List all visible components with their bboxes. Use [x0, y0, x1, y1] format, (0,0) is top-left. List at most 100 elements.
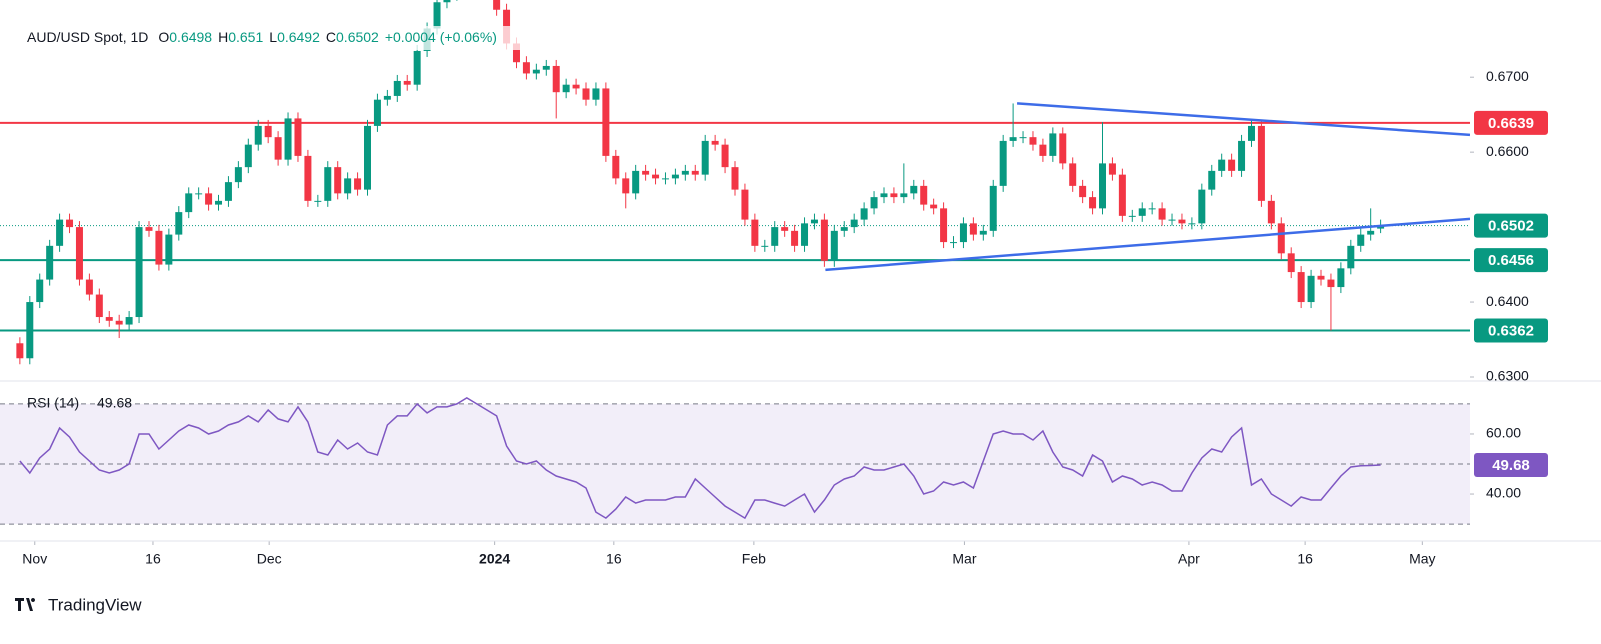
candle-body: [1039, 144, 1047, 156]
candle-body: [304, 155, 312, 201]
last-price-label: 0.6502: [1488, 218, 1534, 235]
rsi-tick-label: 40.00: [1486, 485, 1521, 501]
candle-body: [969, 223, 977, 235]
candle-body: [1347, 245, 1355, 269]
candle-body: [26, 302, 34, 359]
candle-body: [1019, 137, 1027, 139]
candle-body: [1069, 163, 1077, 186]
level-label-box: [1474, 318, 1548, 343]
candle-body: [721, 144, 729, 168]
level-label: 0.6639: [1488, 115, 1534, 132]
candle-body: [1049, 133, 1057, 156]
candle-body: [1228, 159, 1236, 171]
candle-body: [1307, 275, 1315, 303]
candle-body: [284, 118, 292, 160]
candle-body: [125, 317, 133, 325]
x-tick-label: Dec: [257, 551, 282, 567]
candle-body: [532, 69, 540, 74]
candle-body: [373, 99, 381, 126]
candle-body: [1238, 140, 1246, 171]
candle-body: [542, 65, 550, 70]
candle-body: [413, 50, 421, 85]
trendline: [825, 217, 1470, 272]
candle-body: [850, 219, 858, 228]
y-tick-label: 0.6400: [1486, 293, 1529, 309]
candle-body: [989, 185, 997, 231]
candle-body: [1029, 137, 1037, 145]
level-label-box: [1474, 110, 1548, 135]
candle-body: [791, 230, 799, 246]
candle-body: [622, 178, 630, 194]
candle-body: [751, 219, 759, 246]
candle-body: [443, 0, 451, 3]
rsi-last-label: 49.68: [1492, 457, 1530, 474]
candle-body: [16, 343, 24, 359]
candle-body: [632, 170, 640, 194]
candle-body: [1148, 208, 1156, 210]
x-tick-label: Nov: [22, 551, 47, 567]
candle-body: [254, 125, 262, 145]
legend-value: 0.6502: [336, 29, 379, 45]
candle-body: [244, 144, 252, 168]
candle-body: [115, 320, 123, 325]
candle-body: [582, 88, 590, 100]
candle-body: [1108, 163, 1116, 175]
candle-body: [900, 193, 908, 198]
x-tick-label: Feb: [742, 551, 766, 567]
candle-body: [36, 279, 44, 303]
x-tick-label: 16: [145, 551, 161, 567]
brand-name: TradingView: [48, 595, 142, 614]
candle-body: [572, 84, 580, 89]
candle-body: [135, 227, 143, 318]
candle-body: [661, 178, 669, 180]
symbol: AUD/USD Spot, 1D: [27, 29, 148, 45]
candle-body: [830, 230, 838, 261]
candle-body: [1208, 170, 1216, 190]
candle-body: [215, 200, 223, 205]
candle-body: [95, 294, 103, 318]
candle-body: [1099, 163, 1106, 209]
candle-body: [224, 182, 232, 201]
candle-body: [1079, 185, 1087, 198]
candle-body: [731, 167, 739, 190]
candle-body: [979, 230, 987, 235]
candle-body: [1089, 197, 1097, 209]
candle-body: [771, 227, 779, 246]
candle-body: [1357, 234, 1365, 246]
candle-body: [383, 95, 391, 100]
candle-body: [1337, 268, 1345, 288]
candle-body: [1118, 174, 1126, 216]
candle-body: [920, 185, 928, 205]
candle-body: [890, 193, 898, 198]
candle-body: [602, 88, 610, 156]
candle-body: [364, 125, 371, 190]
candle-body: [1168, 219, 1176, 221]
candle-body: [165, 234, 173, 265]
candle-body: [234, 167, 242, 183]
candle-body: [801, 223, 809, 246]
y-tick-label: 0.6300: [1486, 368, 1529, 384]
candle-body: [1188, 223, 1196, 225]
legend-key: L: [269, 29, 277, 45]
candle-body: [592, 88, 600, 100]
candle-body: [1277, 223, 1285, 254]
candle-body: [105, 317, 113, 321]
candle-body: [1297, 272, 1305, 303]
rsi-line: [19, 397, 1381, 520]
candle-body: [1287, 253, 1295, 273]
candle-body: [1247, 125, 1255, 141]
candle-body: [950, 242, 958, 244]
y-tick-label: 0.6700: [1486, 68, 1529, 84]
candle-body: [1059, 133, 1067, 164]
x-tick-label: May: [1409, 551, 1435, 567]
candle-body: [642, 170, 650, 175]
candle-body: [1128, 215, 1136, 217]
candle-body: [711, 140, 719, 145]
legend-key: C: [326, 29, 336, 45]
rsi-value: 49.68: [97, 395, 132, 411]
candle-body: [840, 227, 848, 231]
candle-body: [185, 193, 193, 213]
candle-body: [959, 223, 967, 243]
candle-body: [681, 170, 689, 175]
legend-key: H: [218, 29, 228, 45]
